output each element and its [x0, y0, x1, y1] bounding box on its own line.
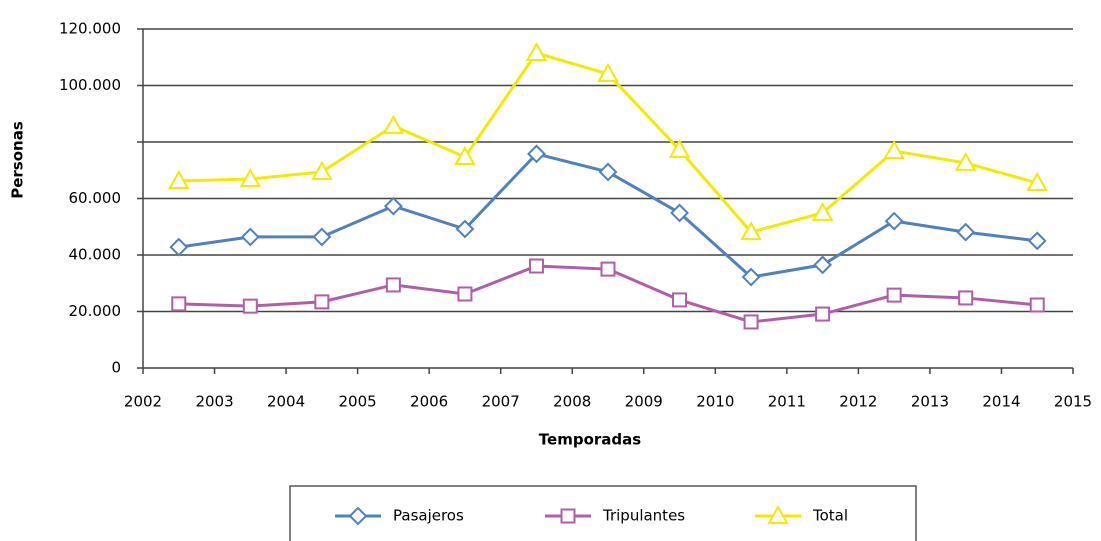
x-tick-label: 2007 [482, 393, 520, 411]
marker [1026, 171, 1048, 191]
marker [1029, 297, 1045, 313]
marker [385, 277, 401, 293]
marker [382, 114, 405, 134]
y-tick-label: 20.000 [69, 302, 122, 320]
marker [813, 255, 833, 275]
legend-label: Total [812, 507, 848, 525]
marker [740, 221, 762, 241]
marker [741, 267, 761, 287]
legend-label: Pasajeros [393, 507, 464, 525]
marker [600, 261, 616, 277]
marker [597, 62, 619, 82]
x-tick-label: 2002 [124, 393, 162, 411]
marker [171, 296, 187, 312]
marker [598, 162, 618, 182]
x-tick-label: 2008 [553, 393, 591, 411]
marker [242, 298, 258, 314]
y-axis-title: Personas [9, 121, 27, 199]
legend-marker [560, 508, 576, 524]
marker [672, 292, 688, 308]
legend-box [289, 485, 917, 541]
x-tick-label: 2011 [768, 393, 806, 411]
marker [311, 160, 333, 180]
marker [811, 201, 834, 221]
marker [455, 219, 475, 239]
marker [240, 227, 260, 247]
x-axis-title: Temporadas [539, 431, 641, 449]
marker [527, 144, 546, 164]
marker [169, 237, 189, 257]
legend-marker [348, 506, 368, 526]
marker [168, 169, 190, 189]
marker [954, 151, 977, 171]
marker [239, 167, 262, 188]
marker [1027, 231, 1047, 251]
marker [883, 140, 905, 160]
x-tick-label: 2006 [410, 393, 448, 411]
marker [312, 227, 332, 247]
marker [815, 306, 831, 322]
x-tick-label: 2015 [1054, 393, 1092, 411]
y-tick-label: 40.000 [69, 246, 122, 264]
x-tick-label: 2009 [625, 393, 663, 411]
marker [383, 196, 403, 216]
marker [670, 203, 689, 223]
x-tick-label: 2003 [195, 393, 233, 411]
y-tick-label: 0 [111, 359, 121, 377]
y-tick-label: 60.000 [69, 189, 122, 207]
marker [525, 41, 548, 62]
marker [528, 258, 544, 274]
x-tick-label: 2010 [696, 393, 734, 411]
legend-label: Tripulantes [602, 507, 685, 525]
x-tick-label: 2013 [911, 393, 949, 411]
marker [454, 145, 476, 165]
x-tick-label: 2014 [982, 393, 1020, 411]
x-tick-label: 2012 [839, 393, 877, 411]
marker [457, 286, 473, 302]
marker [884, 211, 904, 231]
marker [743, 314, 759, 330]
marker [314, 294, 330, 310]
legend-marker [767, 504, 789, 524]
x-tick-label: 2005 [339, 393, 377, 411]
y-tick-label: 120.000 [59, 20, 121, 38]
marker [958, 290, 974, 306]
x-tick-label: 2004 [267, 393, 305, 411]
y-tick-label: 100.000 [59, 76, 121, 94]
marker [886, 287, 902, 303]
marker [668, 138, 691, 158]
marker [956, 222, 976, 242]
